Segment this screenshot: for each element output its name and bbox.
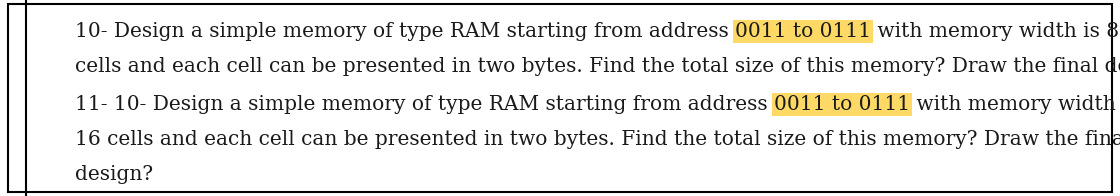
Text: 10- Design a simple memory of type RAM starting from address: 10- Design a simple memory of type RAM s… (75, 22, 735, 41)
Text: design?: design? (75, 165, 153, 184)
Text: with memory width is: with memory width is (911, 95, 1120, 114)
Text: cells and each cell can be presented in two bytes. Find the total size of this m: cells and each cell can be presented in … (75, 57, 1120, 76)
Text: 11- 10- Design a simple memory of type RAM starting from address: 11- 10- Design a simple memory of type R… (75, 95, 774, 114)
Text: 0011 to 0111: 0011 to 0111 (774, 95, 911, 114)
Text: 16 cells and each cell can be presented in two bytes. Find the total size of thi: 16 cells and each cell can be presented … (75, 130, 1120, 149)
Text: 0011 to 0111: 0011 to 0111 (735, 22, 871, 41)
Text: with memory width is 8: with memory width is 8 (871, 22, 1119, 41)
